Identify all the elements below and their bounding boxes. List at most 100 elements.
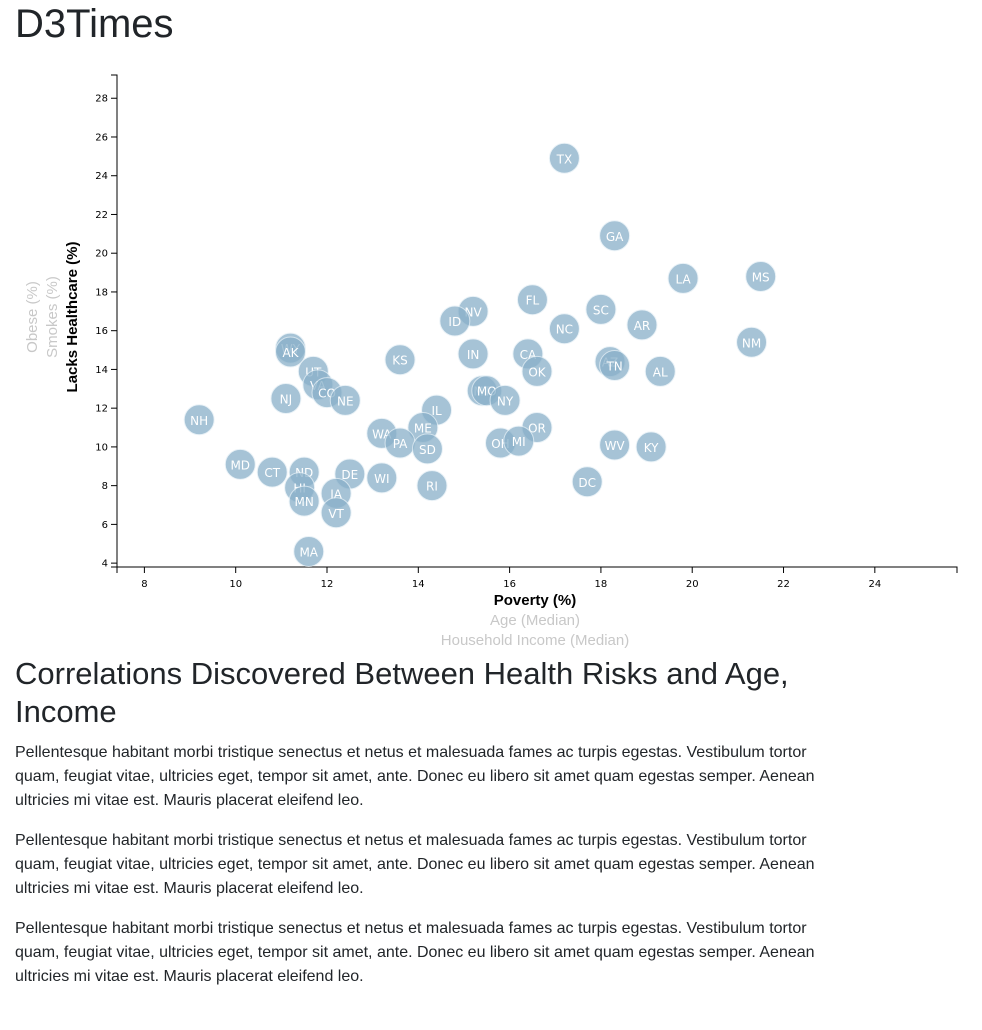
state-label: IL [431,404,442,418]
x-tick-label: 24 [868,579,881,590]
x-axis-label[interactable]: Poverty (%) [494,592,577,609]
state-marker[interactable] [626,309,658,341]
y-tick-label: 14 [95,365,108,376]
state-point-la[interactable]: LA [667,262,699,294]
state-point-al[interactable]: AL [644,355,676,387]
state-point-mn[interactable]: MN [288,485,320,517]
state-point-wv[interactable]: WV [599,429,631,461]
state-label: ID [448,315,461,329]
y-axis-label[interactable]: Smokes (%) [44,276,61,358]
state-marker[interactable] [416,470,448,502]
state-label: MN [295,495,314,509]
state-label: AK [282,346,299,360]
state-point-sd[interactable]: SD [411,433,443,465]
x-tick-label: 8 [141,579,147,590]
x-tick-label: 18 [595,579,608,590]
state-marker[interactable] [521,355,553,387]
y-tick-label: 18 [95,287,108,298]
state-label: RI [426,480,438,494]
state-marker[interactable] [571,466,603,498]
article-heading: Correlations Discovered Between Health R… [15,656,789,729]
state-point-tx[interactable]: TX [548,142,580,174]
y-axis-labels: Lacks Healthcare (%)Smokes (%)Obese (%) [24,242,81,393]
state-label: AR [634,319,651,333]
state-point-nh[interactable]: NH [183,404,215,436]
state-point-vt[interactable]: VT [320,497,352,529]
x-tick-label: 12 [321,579,334,590]
state-marker[interactable] [599,220,631,252]
state-marker[interactable] [224,448,256,480]
state-point-ks[interactable]: KS [384,344,416,376]
state-marker[interactable] [516,284,548,316]
state-marker[interactable] [745,260,777,292]
state-point-ne[interactable]: NE [329,384,361,416]
y-axis-label[interactable]: Lacks Healthcare (%) [64,242,81,393]
state-marker[interactable] [503,425,535,457]
state-label: MD [230,458,250,472]
state-marker[interactable] [599,350,631,382]
state-point-dc[interactable]: DC [571,466,603,498]
state-marker[interactable] [644,355,676,387]
state-label: SD [419,443,436,457]
state-point-ri[interactable]: RI [416,470,448,502]
state-point-ky[interactable]: KY [635,431,667,463]
state-point-tn[interactable]: TN [599,350,631,382]
state-point-pa[interactable]: PA [384,427,416,459]
state-marker[interactable] [329,384,361,416]
data-points: TXGALAMSFLSCNVIDARNCNMWYAKINCAKSAZTNUTOK… [183,142,777,568]
state-label: NJ [280,392,293,406]
state-marker[interactable] [599,429,631,461]
state-marker[interactable] [548,142,580,174]
state-label: TN [605,360,622,374]
state-label: PA [393,437,408,451]
state-point-nj[interactable]: NJ [270,382,302,414]
state-point-nc[interactable]: NC [548,313,580,345]
state-label: AL [653,365,668,379]
state-marker[interactable] [293,536,325,568]
state-marker[interactable] [585,293,617,325]
state-point-ny[interactable]: NY [489,384,521,416]
state-label: SC [593,303,609,317]
state-point-sc[interactable]: SC [585,293,617,325]
state-marker[interactable] [667,262,699,294]
state-marker[interactable] [411,433,443,465]
state-point-ma[interactable]: MA [293,536,325,568]
state-label: NY [497,394,514,408]
state-point-ga[interactable]: GA [599,220,631,252]
state-marker[interactable] [457,338,489,370]
state-point-ak[interactable]: AK [274,336,306,368]
y-tick-label: 22 [95,210,108,221]
state-point-mi[interactable]: MI [503,425,535,457]
state-marker[interactable] [288,485,320,517]
state-point-in[interactable]: IN [457,338,489,370]
state-point-md[interactable]: MD [224,448,256,480]
state-marker[interactable] [635,431,667,463]
state-marker[interactable] [274,336,306,368]
y-tick-label: 16 [95,326,108,337]
state-marker[interactable] [736,326,768,358]
state-marker[interactable] [384,344,416,376]
x-axis-label[interactable]: Age (Median) [490,612,580,629]
state-marker[interactable] [183,404,215,436]
state-point-ok[interactable]: OK [521,355,553,387]
state-marker[interactable] [320,497,352,529]
state-point-fl[interactable]: FL [516,284,548,316]
state-point-wi[interactable]: WI [366,462,398,494]
state-point-ms[interactable]: MS [745,260,777,292]
state-point-id[interactable]: ID [439,305,471,337]
state-marker[interactable] [366,462,398,494]
state-marker[interactable] [439,305,471,337]
state-point-ar[interactable]: AR [626,309,658,341]
state-marker[interactable] [489,384,521,416]
state-point-ct[interactable]: CT [256,456,288,488]
state-marker[interactable] [256,456,288,488]
article-paragraph: Pellentesque habitant morbi tristique se… [15,744,815,809]
state-marker[interactable] [548,313,580,345]
state-marker[interactable] [270,382,302,414]
site-title: D3Times [15,2,174,46]
y-axis-label[interactable]: Obese (%) [24,281,41,353]
x-tick-label: 14 [412,579,425,590]
state-point-nm[interactable]: NM [736,326,768,358]
x-axis-label[interactable]: Household Income (Median) [441,632,629,649]
x-axis-labels: Poverty (%) Age (Median) Household Income … [441,592,629,649]
